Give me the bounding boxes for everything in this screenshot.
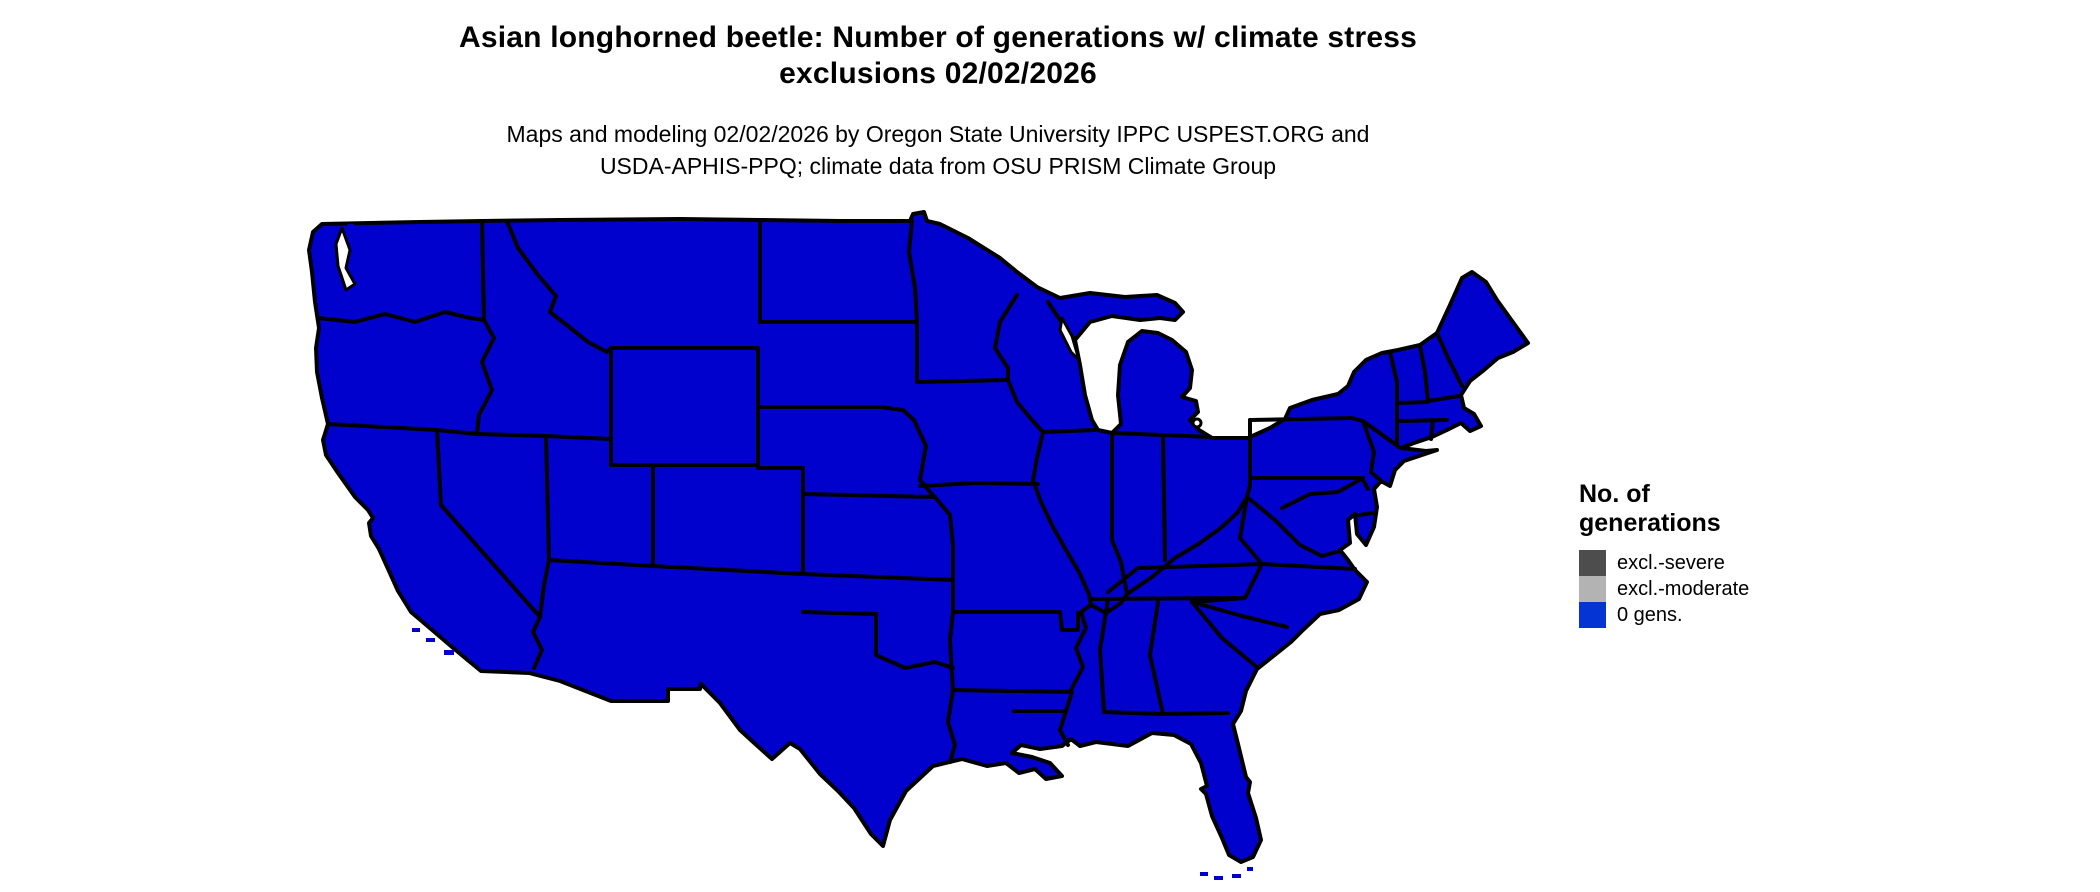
excl-moderate-label: excl.-moderate [1617,577,1750,600]
florida-key [1214,876,1223,880]
zero-gens-swatch [1579,602,1606,628]
map-credit-subtitle: Maps and modeling 02/02/2026 by Oregon S… [238,118,1638,182]
florida-key [1200,872,1208,876]
zero-gens-label: 0 gens. [1617,603,1683,626]
legend-item-excl-severe: excl.-severe [1579,550,1839,576]
subtitle-line1: Maps and modeling 02/02/2026 by Oregon S… [506,121,1370,147]
legend-rows: excl.-severe excl.-moderate 0 gens. [1579,550,1839,628]
map-legend: No. of generations excl.-severe excl.-mo… [1579,480,1839,628]
us-generations-map [240,160,1570,892]
channel-island [412,628,420,632]
page-title-line2: exclusions 02/02/2026 [779,57,1097,90]
san-juan-island [348,224,354,228]
water-features [334,226,1203,429]
us-map-svg [307,210,1530,880]
florida-key [1247,867,1253,871]
islands [348,224,1253,880]
channel-island [426,638,435,642]
excl-severe-label: excl.-severe [1617,551,1725,574]
us-landmass [307,210,1530,864]
state-borders [316,219,1464,764]
san-juan-island [356,234,361,238]
legend-item-0-gens: 0 gens. [1579,602,1839,628]
page-title-line1: Asian longhorned beetle: Number of gener… [458,21,1417,54]
florida-key [1232,874,1241,878]
legend-item-excl-moderate: excl.-moderate [1579,576,1839,602]
puget-sound [334,226,357,292]
legend-title: No. of generations [1579,480,1839,538]
subtitle-line2: USDA-APHIS-PPQ; climate data from OSU PR… [599,153,1277,179]
green-bay [1058,316,1081,362]
channel-island [444,650,454,655]
legend-title-line1: No. of [1579,480,1650,508]
lake-st-clair [1191,417,1203,429]
excl-severe-swatch [1579,550,1606,576]
excl-moderate-swatch [1579,576,1606,602]
page-title: Asian longhorned beetle: Number of gener… [238,20,1638,92]
legend-title-line2: generations [1579,509,1721,537]
